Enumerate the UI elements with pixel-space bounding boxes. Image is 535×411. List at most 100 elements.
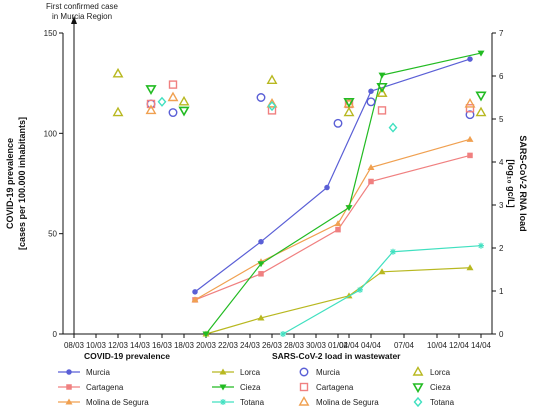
prevalence-line-lorca [205,267,471,335]
legend-ww-label-molina-de-segura: Molina de Segura [316,398,379,407]
wastewater-markers [112,67,487,133]
wastewater-point-murcia [465,110,475,120]
y-right-tick-label: 1 [499,287,504,296]
legend-prev-marker-molina-de-segura [65,398,73,405]
x-tick-label: 14/03 [130,341,151,350]
wastewater-point-cartagena [465,104,475,113]
prevalence-point-murcia [368,88,374,94]
prevalence-lines [191,50,485,338]
prevalence-point-murcia [258,238,264,245]
wastewater-point-molina-de-segura [145,104,157,115]
legend-prev-marker-totana-stroke [220,399,226,405]
prevalence-point-murcia [324,184,330,191]
x-tick-label: 14/04 [471,341,492,350]
wastewater-point-lorca [376,87,388,97]
legend-ww-marker-cieza [412,383,424,394]
wastewater-point-murcia [333,118,343,128]
prevalence-point-totana [478,242,484,249]
legend-ww-marker-totana [413,396,423,408]
wastewater-point-totana [157,96,167,107]
prevalence-point-cieza [378,72,386,79]
prevalence-point-molina-de-segura [466,135,474,142]
legend-prev-label-murcia: Murcia [86,368,111,377]
wastewater-point-lorca [112,67,124,78]
prevalence-point-cartagena [467,152,473,159]
y-right-tick-label: 7 [499,29,504,38]
annotation-arrow-head [71,16,77,24]
x-tick-label: 01/04 [328,341,349,350]
legend-prev-label-cieza: Cieza [240,383,261,392]
legend-prev-marker-totana [220,399,226,405]
legend-prevalence-title: COVID-19 prevalence [84,351,170,361]
wastewater-point-totana [388,122,398,133]
legend-wastewater-title: SARS-CoV-2 load in wastewater [272,351,401,361]
x-tick-label: 20/03 [196,341,217,350]
wastewater-point-cieza [343,98,355,108]
x-tick-label: 10/03 [86,341,107,350]
wastewater-point-murcia [168,108,178,118]
legend-prev-marker-cieza [219,384,227,391]
legend-ww-label-cieza: Cieza [430,383,451,392]
wastewater-point-cieza [376,82,388,93]
legend-prev-label-molina-de-segura: Molina de Segura [86,398,149,407]
y-left-tick-label: 150 [44,29,58,38]
x-tick-label: 30/03 [306,341,327,350]
x-tick-label: 22/03 [218,341,239,350]
prevalence-point-lorca [378,268,386,275]
y-right-tick-label: 0 [499,330,504,339]
y-left-title-line: [cases per 100.000 inhabitants] [17,117,27,250]
prevalence-point-murcia [467,56,473,62]
legend-ww-marker-murcia [299,367,309,377]
wastewater-point-lorca [112,106,124,117]
wastewater-point-cartagena [146,99,156,109]
x-tick-label: 10/04 [427,341,448,350]
y-right-tick-label: 6 [499,72,504,81]
wastewater-point-murcia [256,93,266,102]
prevalence-point-cieza [345,205,353,212]
prevalence-point-cartagena [258,271,264,277]
y-right-title: SARS-CoV-2 RNA load[log₁₀ gc/L] [506,135,528,231]
wastewater-point-molina-de-segura [167,91,179,102]
x-tick-label: 28/03 [284,341,305,350]
x-tick-label: 26/03 [262,341,283,350]
y-left-title-line: COVID-19 prevalence [5,138,15,229]
prevalence-point-molina-de-segura [334,220,342,227]
prevalence-line-cieza [205,52,482,335]
wastewater-point-molina-de-segura [266,98,278,108]
x-tick-label: 24/03 [240,341,261,350]
x-tick-label: 12/03 [108,341,129,350]
annotation-text: First confirmed case [46,2,119,11]
prevalence-line-totana [282,245,482,335]
wastewater-point-molina-de-segura [464,98,476,108]
prevalence-point-totana-stroke [478,243,484,249]
axes [59,32,496,338]
prevalence-point-cieza [202,331,210,338]
prevalence-point-totana-stroke [280,331,286,337]
y-left-tick-label: 50 [48,230,57,239]
prevalence-point-totana [357,286,363,293]
prevalence-line-murcia [194,58,471,293]
prevalence-point-molina-de-segura [367,163,375,170]
prevalence-point-cartagena [335,226,341,233]
prevalence-point-totana-stroke [357,287,363,293]
wastewater-point-cieza [475,91,487,102]
y-left-tick-label: 100 [44,129,58,138]
prevalence-point-cartagena [368,178,374,185]
legend-prev-marker-cartagena [66,384,72,390]
legend-ww-marker-cartagena [299,382,309,392]
prevalence-point-molina-de-segura [191,296,199,303]
wastewater-point-cieza [145,85,157,96]
tick-labels: 0 50 100 150 0 1 2 3 4 5 6 7 08/03 10/03 12/03 14/03 16/… [5,29,528,350]
legend: COVID-19 prevalence Murcia Cartagena Molina… [58,351,455,408]
x-tick-label: 12/04 [449,341,470,350]
y-left-title: COVID-19 prevalence [cases per 100.000 in… [5,117,27,250]
y-right-title-line: [log₁₀ gc/L] [506,159,516,207]
y-right-tick-label: 3 [499,201,504,210]
x-tick-label: 02/04 [339,341,360,350]
legend-prev-label-totana: Totana [240,398,265,407]
prevalence-point-murcia [192,289,198,295]
x-tick-label: 18/03 [174,341,195,350]
x-tick-label: 16/03 [152,341,173,350]
prevalence-point-cieza [257,261,265,268]
